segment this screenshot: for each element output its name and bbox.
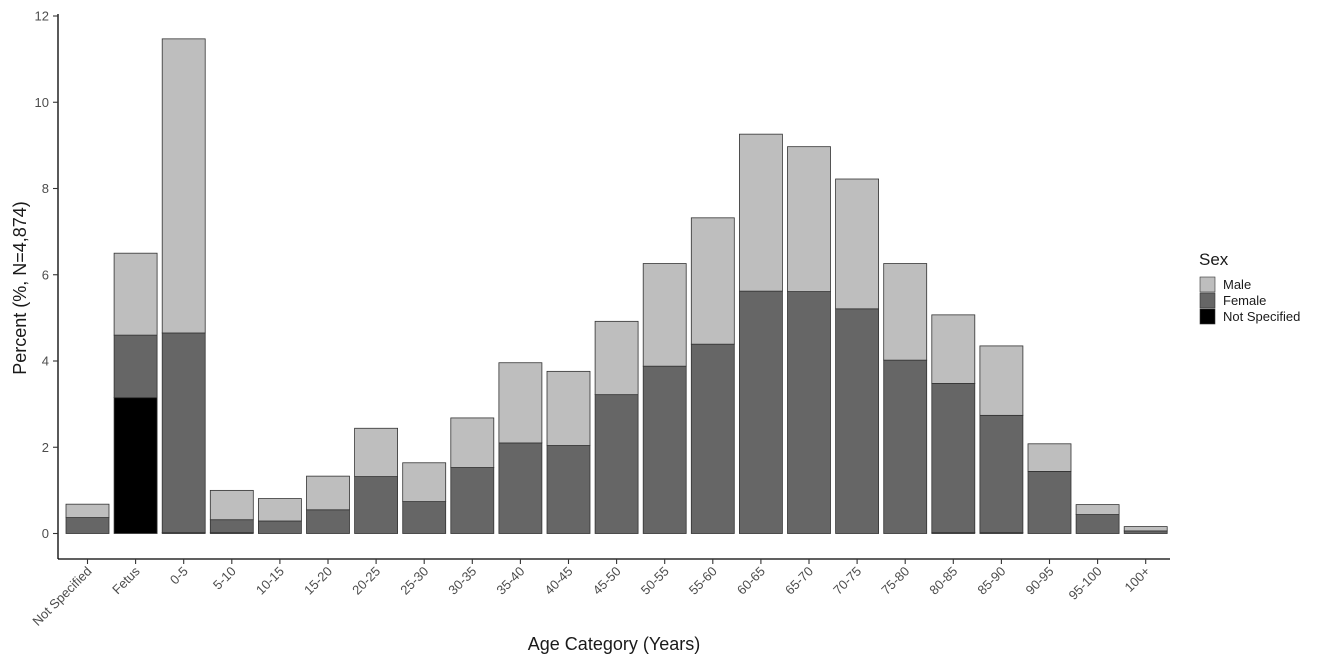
bar-segment-male <box>209 489 254 521</box>
bar-segment-male <box>1027 443 1072 472</box>
bar-segment-male <box>787 146 831 292</box>
x-tick-label: 45-50 <box>590 564 624 598</box>
x-tick-label: Not Specified <box>29 564 94 629</box>
bar-segment-male <box>1123 526 1168 532</box>
x-tick-label: 80-85 <box>926 564 960 598</box>
bar-segment-male <box>739 133 783 292</box>
x-tick-label: 55-60 <box>686 564 720 598</box>
x-tick-label: 100+ <box>1121 564 1152 595</box>
y-tick-label: 0 <box>42 526 49 541</box>
bar-segment-female <box>787 291 831 534</box>
x-tick-label: Fetus <box>109 563 143 597</box>
bar-segment-male <box>354 427 399 477</box>
y-tick-label: 10 <box>35 95 49 110</box>
legend-title: Sex <box>1199 250 1229 269</box>
bar-segment-male <box>1075 504 1120 515</box>
x-tick-label: 60-65 <box>734 564 768 598</box>
x-tick-label: 15-20 <box>301 564 335 598</box>
bar-segment-female <box>209 519 254 534</box>
x-tick-label: 65-70 <box>782 564 816 598</box>
bar-segment-female <box>642 365 687 534</box>
x-tick-label: 0-5 <box>167 564 191 588</box>
x-tick-label: 85-90 <box>974 564 1008 598</box>
bar-segment-female <box>161 332 206 534</box>
bar-segment-male <box>883 263 928 361</box>
legend-label-female: Female <box>1223 293 1266 308</box>
y-ticks: 0 2 4 6 8 10 12 <box>35 9 58 541</box>
x-tick-label: 70-75 <box>830 564 864 598</box>
bar-segment-female <box>546 445 591 534</box>
legend-key-not-specified <box>1199 308 1216 325</box>
bar-segment-male <box>306 475 350 511</box>
axes-layer <box>57 14 1170 560</box>
bar-segment-female <box>402 501 447 534</box>
bar-segment-male <box>450 417 495 468</box>
bar-segment-female <box>594 394 639 534</box>
bar-segment-male <box>594 320 639 396</box>
bar-segment-female <box>931 383 976 534</box>
bar-segment-male <box>931 314 976 384</box>
bar-segment-female <box>65 517 110 534</box>
bar-segment-female <box>739 290 783 534</box>
y-tick-label: 6 <box>42 267 49 282</box>
bar-segment-male <box>161 38 206 334</box>
bar-segment-male <box>690 217 735 345</box>
bar-segment-female <box>450 467 495 534</box>
legend-key-male <box>1199 276 1216 293</box>
bar-segment-female <box>113 334 158 399</box>
x-tick-label: 35-40 <box>493 564 527 598</box>
y-tick-label: 2 <box>42 440 49 455</box>
x-tick-label: 5-10 <box>210 564 239 593</box>
x-tick-label: 25-30 <box>397 564 431 598</box>
bar-segment-female <box>690 343 735 534</box>
bar-segment-female <box>306 509 350 534</box>
bar-segment-female <box>979 414 1024 534</box>
bar-segment-male <box>257 498 302 522</box>
bar-segment-male <box>642 263 687 367</box>
bar-segment-female <box>257 520 302 534</box>
x-tick-label: 90-95 <box>1023 564 1057 598</box>
legend-key-female <box>1199 292 1216 309</box>
x-tick-label: 20-25 <box>349 564 383 598</box>
x-tick-label: 75-80 <box>878 564 912 598</box>
legend-label-not-specified: Not Specified <box>1223 309 1300 324</box>
bar-segment-male <box>498 362 543 444</box>
x-tick-label: 50-55 <box>638 564 672 598</box>
bar-segment-not-specified <box>113 397 158 534</box>
bar-segment-female <box>498 442 543 534</box>
bar-segment-female <box>1075 514 1120 534</box>
bars-layer <box>65 38 1168 534</box>
y-axis-title: Percent (%, N=4,874) <box>10 201 30 375</box>
bar-segment-male <box>979 345 1024 416</box>
bar-segment-male <box>546 370 591 446</box>
bar-segment-female <box>354 476 399 534</box>
bar-segment-male <box>402 462 447 502</box>
bar-segment-female <box>835 308 879 534</box>
x-tick-label: 30-35 <box>445 564 479 598</box>
y-tick-label: 12 <box>35 9 49 24</box>
y-tick-label: 4 <box>42 354 49 369</box>
bar-segment-female <box>1027 470 1072 534</box>
x-tick-label: 95-100 <box>1065 564 1104 603</box>
y-tick-label: 8 <box>42 181 49 196</box>
bar-segment-male <box>835 178 879 310</box>
x-tick-label: 40-45 <box>542 564 576 598</box>
legend-label-male: Male <box>1223 277 1251 292</box>
bar-segment-female <box>883 359 928 534</box>
bar-segment-male <box>65 503 110 518</box>
x-ticks: Not Specified Fetus 0-5 5-10 10-15 15-20 20-25… <box>29 559 1153 629</box>
bar-segment-male <box>113 252 158 336</box>
x-axis-title: Age Category (Years) <box>528 634 700 654</box>
x-tick-label: 10-15 <box>253 564 287 598</box>
